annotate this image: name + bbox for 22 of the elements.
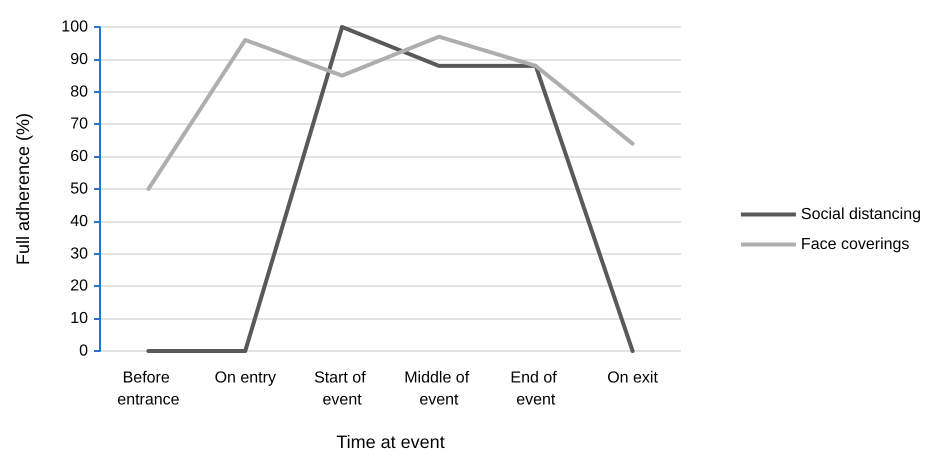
x-tick-label: On entry (214, 370, 276, 386)
y-tick-label: 50 (70, 180, 88, 198)
legend-label: Face coverings (800, 236, 910, 253)
y-axis-title: Full adherence (%) (13, 112, 33, 266)
line-series (146, 34, 635, 191)
y-tick-label: 10 (70, 310, 88, 328)
y-tick-label: 60 (70, 148, 88, 166)
y-tick-label: 0 (79, 342, 88, 360)
x-axis-title: Time at event (336, 432, 445, 452)
x-tick-label: Start of event (314, 370, 370, 408)
y-tick-label: 70 (70, 116, 88, 133)
x-tick-label: Middle of event (404, 370, 474, 408)
x-tick-label: On exit (607, 370, 658, 386)
y-tick-label: 90 (70, 50, 88, 68)
y-tick-label: 80 (70, 83, 88, 100)
y-tick-label: 100 (61, 18, 88, 36)
y-tick-label: 20 (70, 278, 88, 295)
legend-label: Social distancing (800, 206, 922, 223)
x-tick-label: Before entrance (117, 370, 180, 408)
x-tick-label: End of event (510, 370, 562, 408)
y-tick-label: 40 (70, 212, 88, 230)
y-tick-label: 30 (70, 245, 88, 262)
